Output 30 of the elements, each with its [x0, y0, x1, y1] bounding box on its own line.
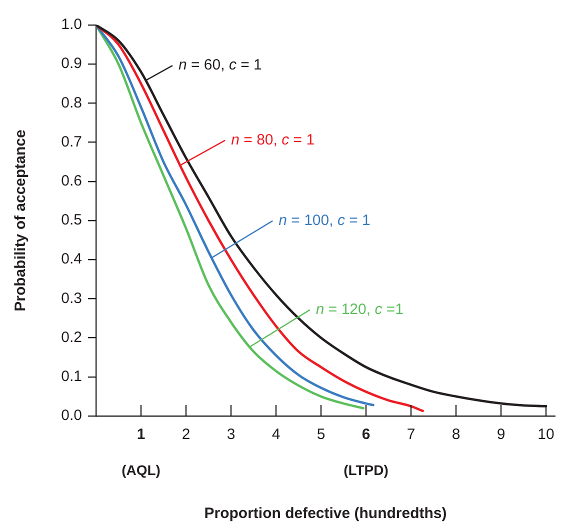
text: (LTPD) — [344, 462, 388, 478]
text: (AQL) — [122, 462, 160, 478]
x-tick-label: 9 — [496, 426, 506, 444]
y-tick-label: 0.8 — [61, 94, 82, 112]
legend-label: n = 60, c = 1 — [178, 56, 262, 74]
y-axis-title: Probability of acceptance — [12, 130, 30, 312]
y-tick-label: 0.4 — [61, 250, 82, 268]
y-tick-label: 0.0 — [61, 407, 82, 424]
text: n = 100, c = 1 — [278, 212, 370, 229]
x-tick-label: 2 — [182, 426, 190, 444]
line-series — [96, 25, 424, 412]
x-tick-label: 1 — [136, 426, 146, 444]
y-tick-label: 0.6 — [61, 172, 82, 190]
x-tick-label: 10 — [538, 426, 554, 444]
y-tick-label: 0.9 — [61, 55, 82, 72]
text: n = 80, c = 1 — [231, 131, 315, 148]
y-tick-label: 0.1 — [61, 368, 82, 386]
x-tick-label: 7 — [406, 426, 416, 444]
x-tick-label: 3 — [226, 426, 236, 444]
y-tick-label: 0.3 — [61, 290, 82, 307]
x-tick-label: 5 — [316, 426, 326, 444]
x-axis-title: Proportion defective (hundredths) — [204, 505, 447, 522]
y-tick-label: 0.7 — [61, 133, 82, 150]
y-tick-label: 0.2 — [61, 328, 82, 346]
text: n = 120, c =1 — [316, 300, 404, 318]
y-tick-label: 1.0 — [61, 16, 82, 34]
x-tick-label: 6 — [362, 426, 370, 444]
y-tick-label: 0.5 — [61, 212, 82, 229]
x-tick-label: 4 — [272, 426, 280, 444]
x-tick-label: 8 — [452, 426, 460, 444]
